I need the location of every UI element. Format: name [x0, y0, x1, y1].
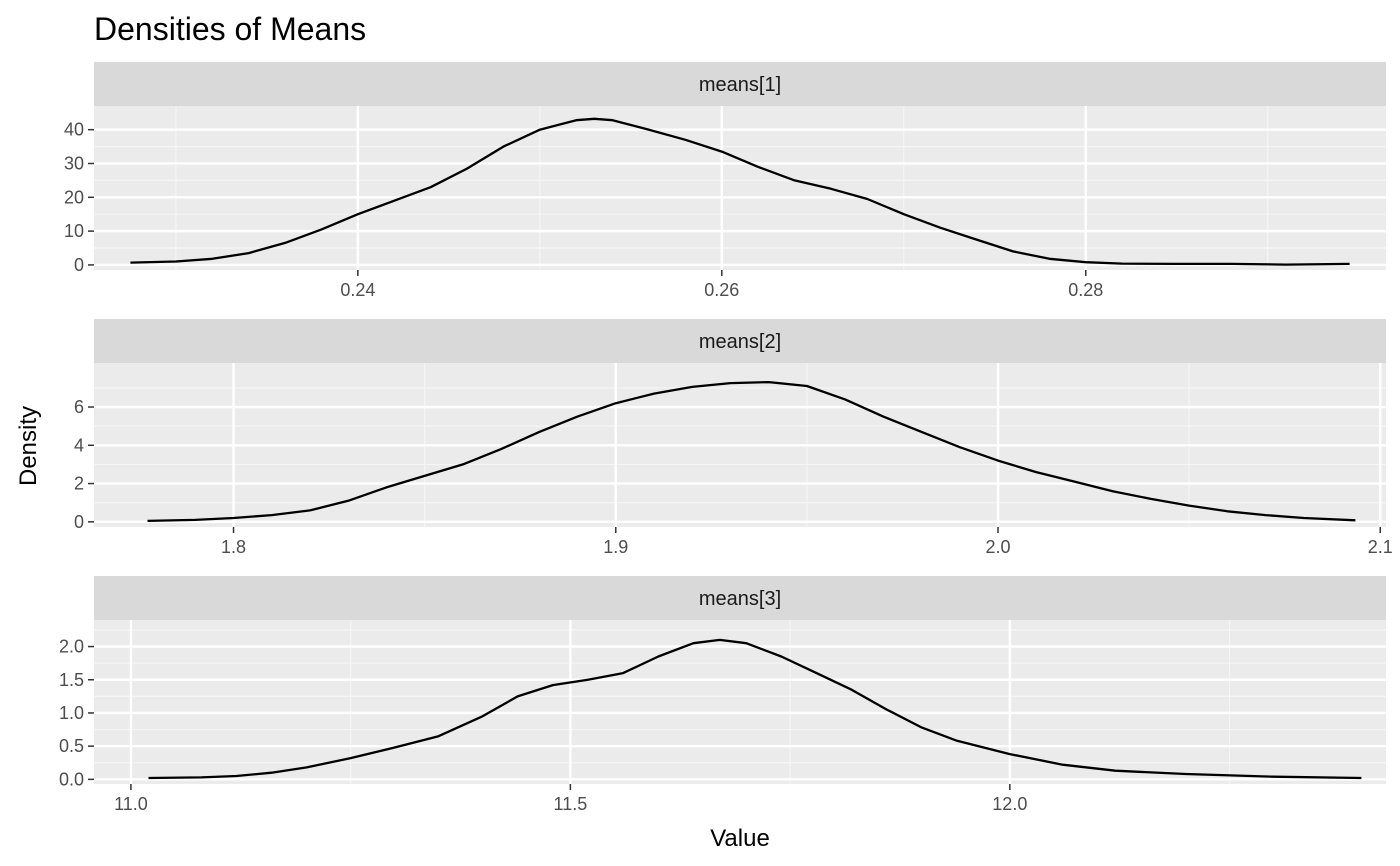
x-tick-label: 11.5: [554, 794, 588, 814]
x-tick-label: 12.0: [992, 794, 1027, 814]
x-tick-label: 2.1: [1368, 537, 1393, 557]
facet-strip-label: means[2]: [699, 331, 781, 353]
y-tick-label: 6: [74, 397, 84, 417]
y-tick-label: 30: [64, 153, 84, 173]
x-tick-label: 0.28: [1068, 280, 1103, 300]
panel-background: [94, 106, 1386, 270]
y-tick-label: 1.5: [59, 670, 84, 690]
y-tick-label: 40: [64, 120, 84, 140]
chart-title: Densities of Means: [94, 11, 366, 47]
y-tick-label: 1.0: [59, 703, 84, 723]
y-tick-label: 10: [64, 221, 84, 241]
facet-strip-label: means[1]: [699, 74, 781, 96]
facet-strip: [94, 62, 1386, 106]
facet-panel: means[1] 0 10 20 30 40 0.24 0.26 0.28: [64, 62, 1386, 300]
x-tick-label: 0.24: [340, 280, 375, 300]
y-tick-label: 0.0: [59, 769, 84, 789]
x-tick-label: 1.9: [603, 537, 628, 557]
facet-strip: [94, 319, 1386, 363]
x-tick-label: 0.26: [704, 280, 739, 300]
facet-strip-label: means[3]: [699, 588, 781, 610]
y-tick-label: 2.0: [59, 637, 84, 657]
facet-panel: means[2] 0 2 4 6 1.8 1.9 2.0 2.1: [74, 319, 1393, 557]
density-curve: [130, 117, 1350, 266]
density-curve: [147, 380, 1356, 523]
y-tick-label: 0: [74, 512, 84, 532]
y-tick-label: 2: [74, 474, 84, 494]
facet-panel: means[3] 0.0 0.5 1.0 1.5 2.0 11.0 11.5 12.0: [59, 576, 1386, 814]
y-tick-label: 4: [74, 435, 84, 455]
facet-strip: [94, 576, 1386, 620]
facet-panels: means[1] 0 10 20 30 40 0.24 0.26 0.28 means[2] 0 2 4…: [59, 62, 1393, 814]
x-tick-label: 2.0: [986, 537, 1011, 557]
y-tick-label: 20: [64, 187, 84, 207]
y-tick-label: 0.5: [59, 736, 84, 756]
panel-background: [94, 620, 1386, 784]
y-tick-label: 0: [74, 255, 84, 275]
density-curve: [148, 638, 1362, 780]
x-tick-label: 1.8: [221, 537, 246, 557]
x-tick-label: 11.0: [114, 794, 148, 814]
x-axis-title: Value: [710, 825, 770, 852]
y-axis-title: Density: [15, 406, 42, 486]
